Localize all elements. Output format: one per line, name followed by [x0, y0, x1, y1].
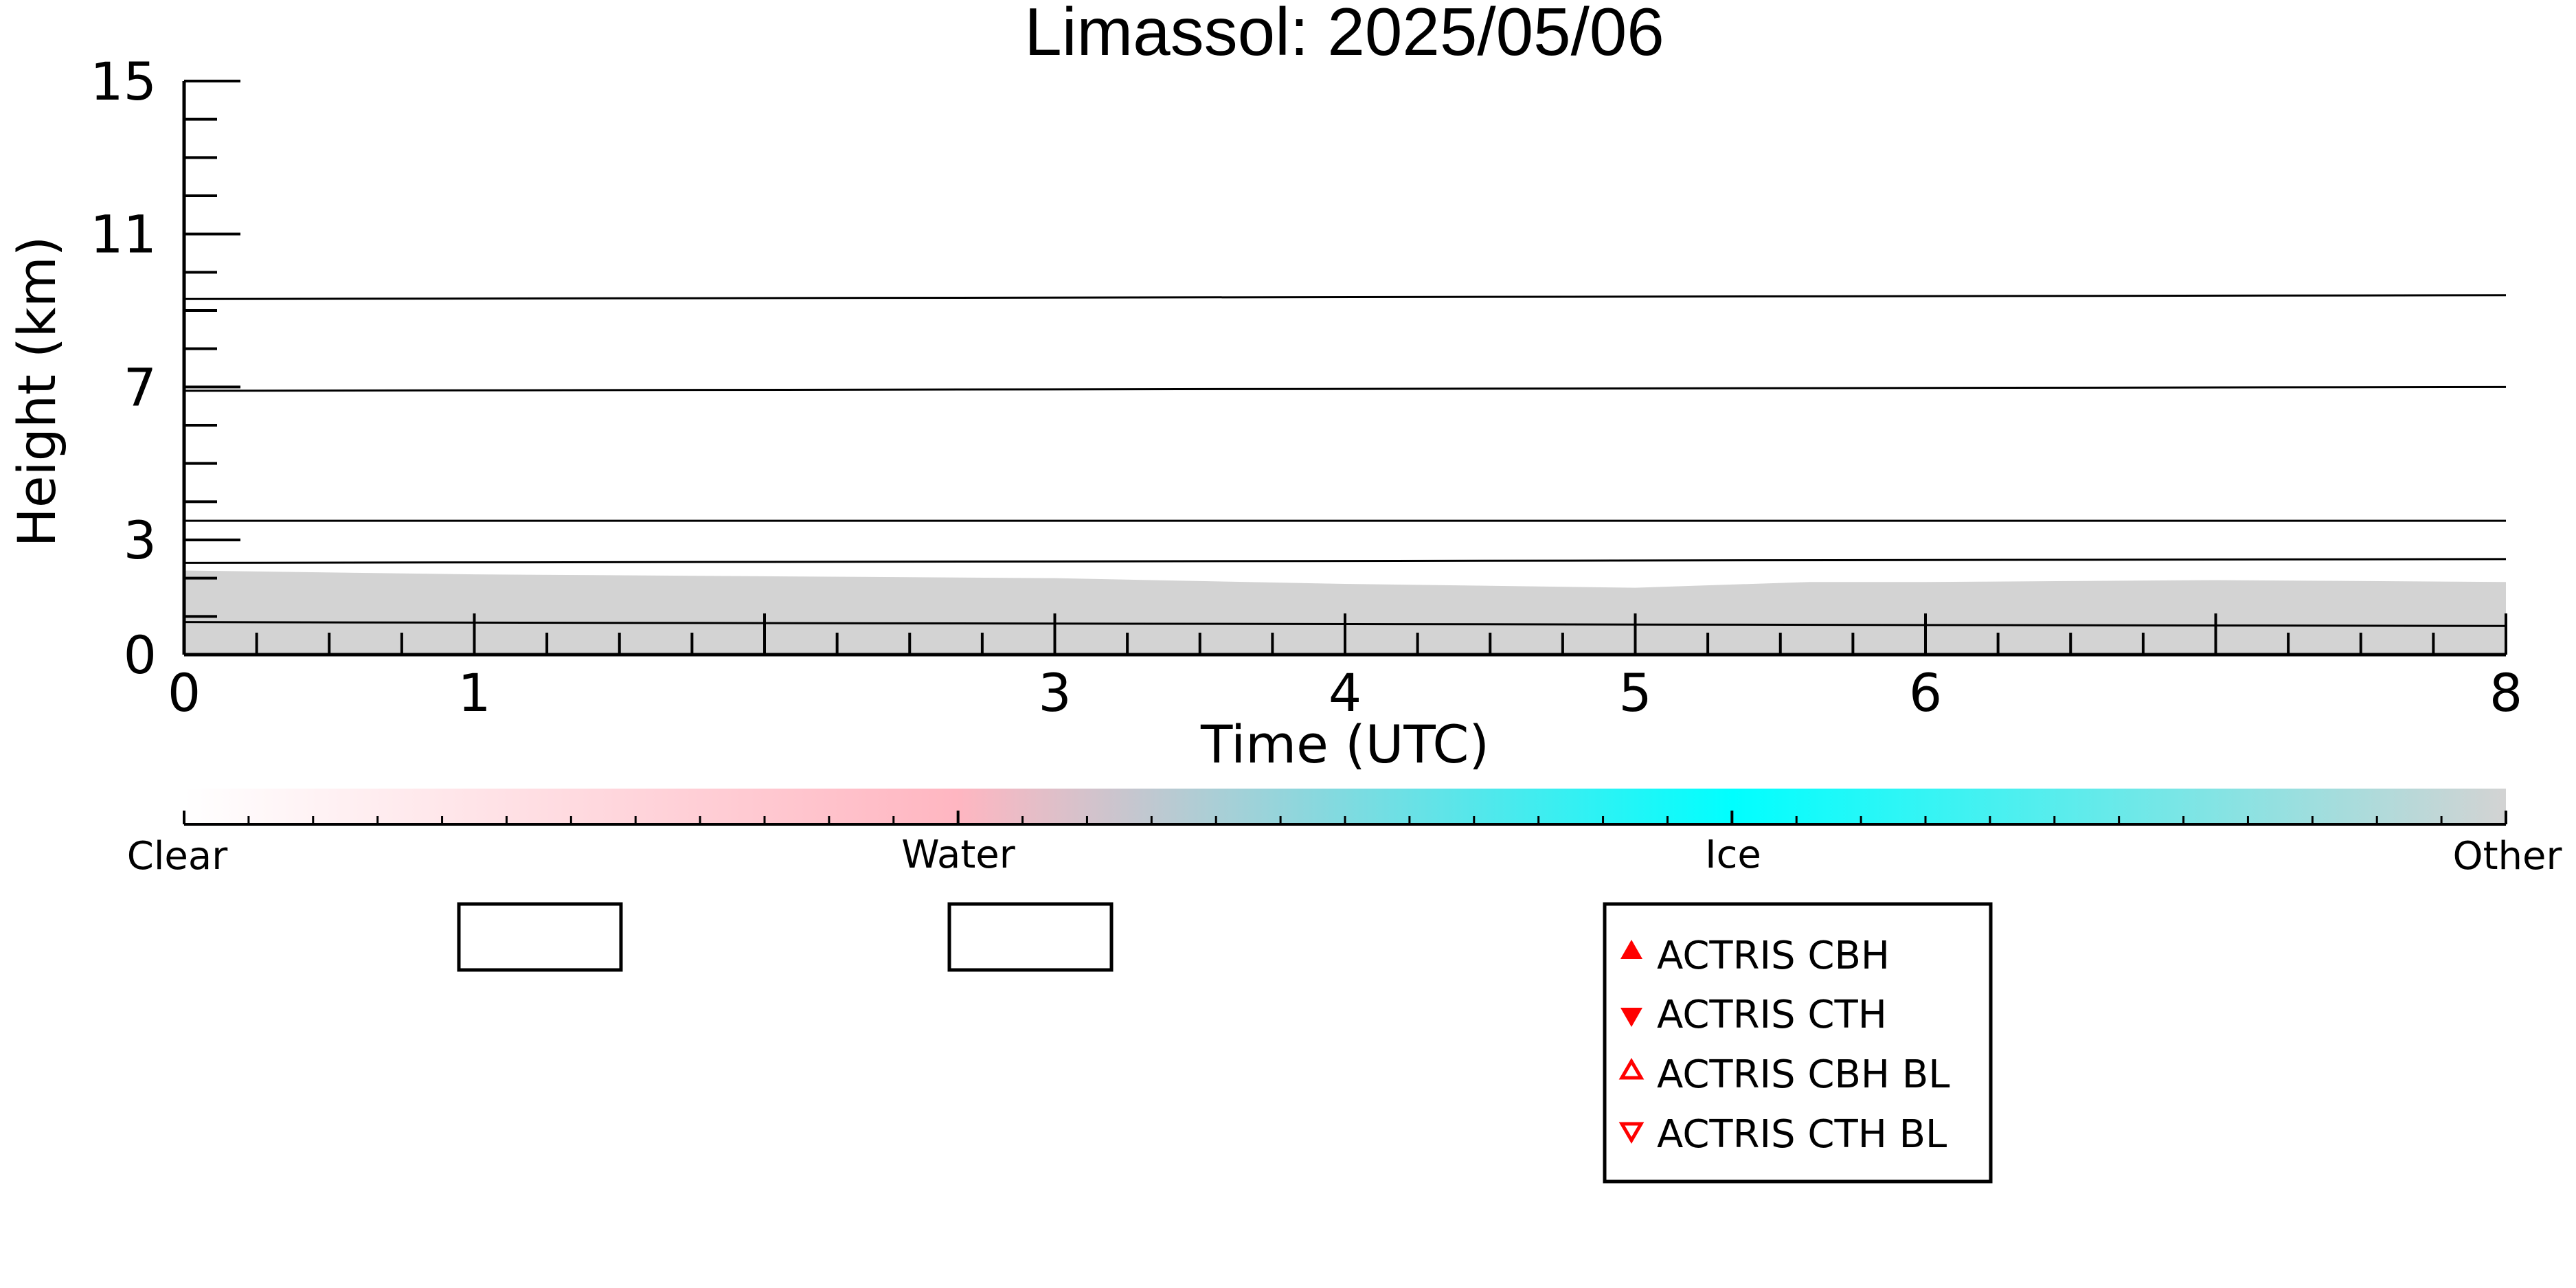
legend-label-cth: ACTRIS CTH [1657, 993, 1887, 1037]
legend-frame [1603, 902, 1993, 1184]
x-tick-label: 6 [1909, 662, 1942, 723]
height-line-2 [183, 385, 2507, 392]
y-tick-label: 7 [124, 357, 157, 418]
axes: 0 1 3 4 5 6 8 0 3 7 11 15 [90, 51, 2522, 723]
x-tick-label: 4 [1329, 662, 1362, 723]
y-tick-label: 11 [90, 204, 157, 265]
empty-legend-box-1 [457, 902, 623, 972]
x-tick-label: 1 [457, 662, 490, 723]
triangle-up-filled-icon [1620, 940, 1642, 959]
x-tick-label: 0 [168, 662, 201, 723]
legend-label-cbh-bl: ACTRIS CBH BL [1657, 1052, 1950, 1097]
colorbar-label-ice: Ice [1705, 833, 1761, 877]
x-tick-label: 5 [1618, 662, 1651, 723]
legend-label-cbh: ACTRIS CBH [1657, 934, 1890, 978]
chart-title: Limassol: 2025/05/06 [1024, 0, 1664, 69]
triangle-down-open-icon [1618, 1122, 1645, 1144]
height-line-4 [183, 558, 2507, 564]
y-tick-label: 3 [124, 510, 157, 571]
colorbar-label-water: Water [901, 833, 1016, 877]
height-line-1 [183, 294, 2507, 300]
colorbar-label-other: Other [2452, 834, 2562, 879]
x-tick-label: 3 [1038, 662, 1071, 723]
triangle-down-filled-icon [1620, 1008, 1642, 1027]
colorbar-label-clear: Clear [127, 834, 228, 879]
colorbar: Clear Water Ice Other [127, 789, 2562, 879]
legend-label-cth-bl: ACTRIS CTH BL [1657, 1112, 1947, 1157]
empty-legend-box-2 [947, 902, 1114, 972]
x-axis-label: Time (UTC) [1200, 714, 1489, 775]
x-tick-label: 8 [2489, 662, 2522, 723]
y-tick-label: 0 [124, 624, 157, 686]
y-axis-label: Height (km) [6, 236, 67, 547]
y-tick-label: 15 [90, 51, 157, 112]
triangle-up-open-icon [1618, 1058, 1645, 1080]
legend: ACTRIS CBH ACTRIS CTH ACTRIS CBH BL ACTR… [1603, 902, 1993, 1184]
